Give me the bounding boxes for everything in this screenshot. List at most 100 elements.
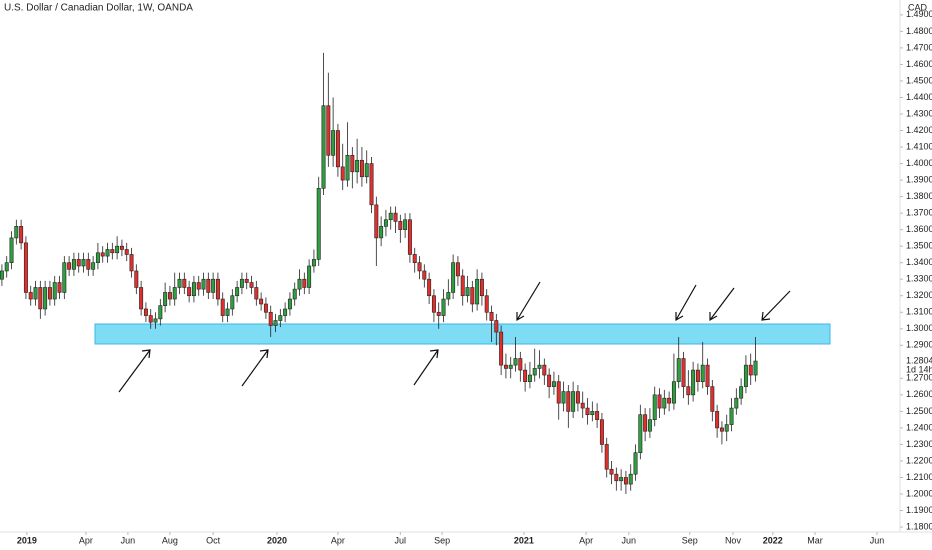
- candle-body: [220, 298, 225, 316]
- y-tick-label: 1.22000: [906, 455, 932, 465]
- candle-body: [33, 287, 38, 300]
- candle-body: [43, 287, 48, 310]
- arrow-up: [118, 349, 151, 393]
- y-tick-label: 1.42000: [906, 125, 932, 135]
- x-tick-label: Mar: [807, 535, 823, 545]
- candle-body: [667, 397, 672, 404]
- candle-body: [436, 311, 441, 316]
- candle-body: [417, 262, 422, 272]
- y-tick-label: 1.24000: [906, 422, 932, 432]
- candle-body: [105, 249, 110, 257]
- candle-body: [47, 287, 52, 300]
- candle-body: [619, 477, 624, 482]
- y-tick-label: 1.29000: [906, 340, 932, 350]
- candle-body: [268, 311, 273, 326]
- arrow-up: [413, 349, 439, 386]
- candle-body: [460, 275, 465, 297]
- y-tick-label: 1.39000: [906, 174, 932, 184]
- candle-body: [427, 278, 432, 297]
- y-tick-label: 1.20000: [906, 488, 932, 498]
- candle-body: [734, 397, 739, 409]
- candle-body: [393, 212, 398, 222]
- candle-body: [340, 166, 345, 181]
- currency-label: CAD: [908, 2, 928, 12]
- y-tick-label: 1.41000: [906, 141, 932, 151]
- y-tick-label: 1.45000: [906, 75, 932, 85]
- candle-body: [724, 424, 729, 432]
- candle-body: [129, 254, 134, 272]
- y-tick-label: 1.18000: [906, 521, 932, 531]
- candle-body: [23, 242, 28, 293]
- x-tick-label: 2019: [17, 535, 37, 545]
- candle-body: [628, 473, 633, 485]
- candle-body: [254, 287, 259, 300]
- x-tick-label: 2020: [267, 535, 287, 545]
- x-tick-label: 2021: [514, 535, 534, 545]
- candle-body: [182, 278, 187, 288]
- candle-body: [196, 282, 201, 290]
- candle-body: [595, 411, 600, 420]
- y-tick-label: 1.30000: [906, 323, 932, 333]
- candle-body: [335, 130, 340, 168]
- candle-body: [86, 259, 91, 270]
- candle-body: [590, 411, 595, 415]
- candle-body: [614, 473, 619, 482]
- candle-body: [676, 358, 681, 382]
- candle-body: [489, 311, 494, 321]
- chart-title: U.S. Dollar / Canadian Dollar, 1W, OANDA: [4, 3, 193, 14]
- candle-body: [571, 391, 576, 412]
- candle-body: [686, 386, 691, 396]
- candle-body: [187, 287, 192, 297]
- candle-body: [643, 414, 648, 432]
- y-tick-label: 1.38000: [906, 191, 932, 201]
- candle-body: [383, 219, 388, 227]
- candle-body: [494, 320, 499, 333]
- candle-body: [657, 394, 662, 409]
- candle-body: [81, 259, 86, 267]
- candle-body: [302, 278, 307, 288]
- candle-body: [153, 318, 158, 323]
- candle-body: [139, 287, 144, 310]
- candle-body: [163, 292, 168, 306]
- candle-body: [369, 163, 374, 206]
- candle-body: [115, 245, 120, 254]
- candle-body: [235, 287, 240, 297]
- y-tick-label: 1.19000: [906, 505, 932, 515]
- x-tick-label: Jun: [870, 535, 885, 545]
- candle-body: [67, 262, 72, 270]
- candle-body: [451, 262, 456, 293]
- y-tick-label: 1.49000: [906, 9, 932, 19]
- x-tick-label: Jun: [622, 535, 637, 545]
- candle-body: [345, 155, 350, 181]
- candle-body: [695, 369, 700, 382]
- candle-body: [638, 414, 643, 453]
- candle-body: [239, 278, 244, 288]
- candle-body: [575, 391, 580, 404]
- candle-body: [52, 282, 57, 300]
- y-tick-label: 1.46000: [906, 59, 932, 69]
- candle-body: [278, 315, 283, 321]
- x-tick-label: Sep: [434, 535, 450, 545]
- candle-body: [283, 308, 288, 316]
- candle-body: [412, 254, 417, 263]
- x-tick-label: Apr: [579, 535, 593, 545]
- candle-body: [249, 282, 254, 288]
- candle-body: [753, 360, 758, 376]
- candle-body: [633, 452, 638, 475]
- candle-body: [91, 262, 96, 270]
- candle-body: [748, 364, 753, 376]
- candle-body: [671, 381, 676, 404]
- candle-body: [503, 364, 508, 369]
- candle-body: [542, 364, 547, 376]
- candle-body: [403, 219, 408, 230]
- candle-body: [604, 444, 609, 470]
- candle-body: [244, 278, 249, 283]
- candle-body: [470, 287, 475, 305]
- candle-body: [76, 259, 81, 267]
- candle-body: [729, 407, 734, 425]
- candle-body: [623, 477, 628, 485]
- candle-body: [374, 204, 379, 239]
- candle-body: [71, 259, 76, 270]
- x-tick-label: Apr: [79, 535, 93, 545]
- candle-body: [292, 288, 297, 300]
